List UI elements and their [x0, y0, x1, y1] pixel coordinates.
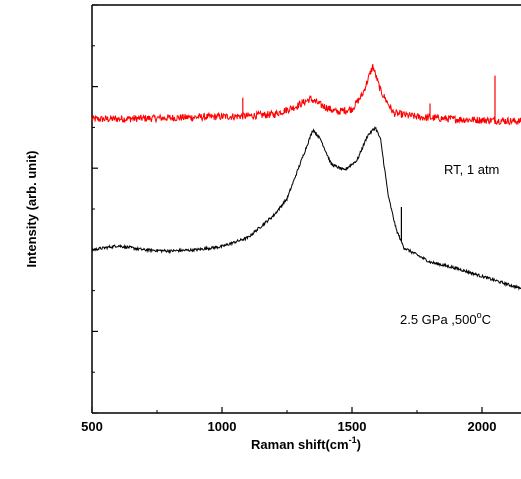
- annotation-hp-main: 2.5 GPa ,500: [400, 312, 477, 327]
- x-tick-label: 1000: [208, 419, 237, 434]
- x-axis-title-end: ): [357, 437, 361, 452]
- x-axis-title: Raman shift(cm-1): [251, 435, 361, 452]
- annotation-hp-end: C: [482, 312, 491, 327]
- y-axis-title: Intensity (arb. unit): [24, 151, 39, 268]
- annotation-high-pressure: 2.5 GPa ,500oC: [400, 310, 491, 327]
- x-tick-label: 2000: [468, 419, 497, 434]
- x-ticks: 500 1000 1500 2000: [81, 407, 496, 434]
- annotation-hp-sup: o: [477, 310, 482, 320]
- x-axis-title-main: Raman shift(cm: [251, 437, 349, 452]
- series-layer: [91, 63, 521, 291]
- y-ticks: [92, 4, 98, 414]
- series-line-1: [91, 125, 521, 291]
- plot-frame: [91, 4, 521, 414]
- x-tick-label: 1500: [338, 419, 367, 434]
- series-line-0: [91, 63, 521, 126]
- annotation-rt: RT, 1 atm: [444, 162, 499, 177]
- x-tick-label: 500: [81, 419, 103, 434]
- x-axis-title-sup: -1: [349, 435, 357, 445]
